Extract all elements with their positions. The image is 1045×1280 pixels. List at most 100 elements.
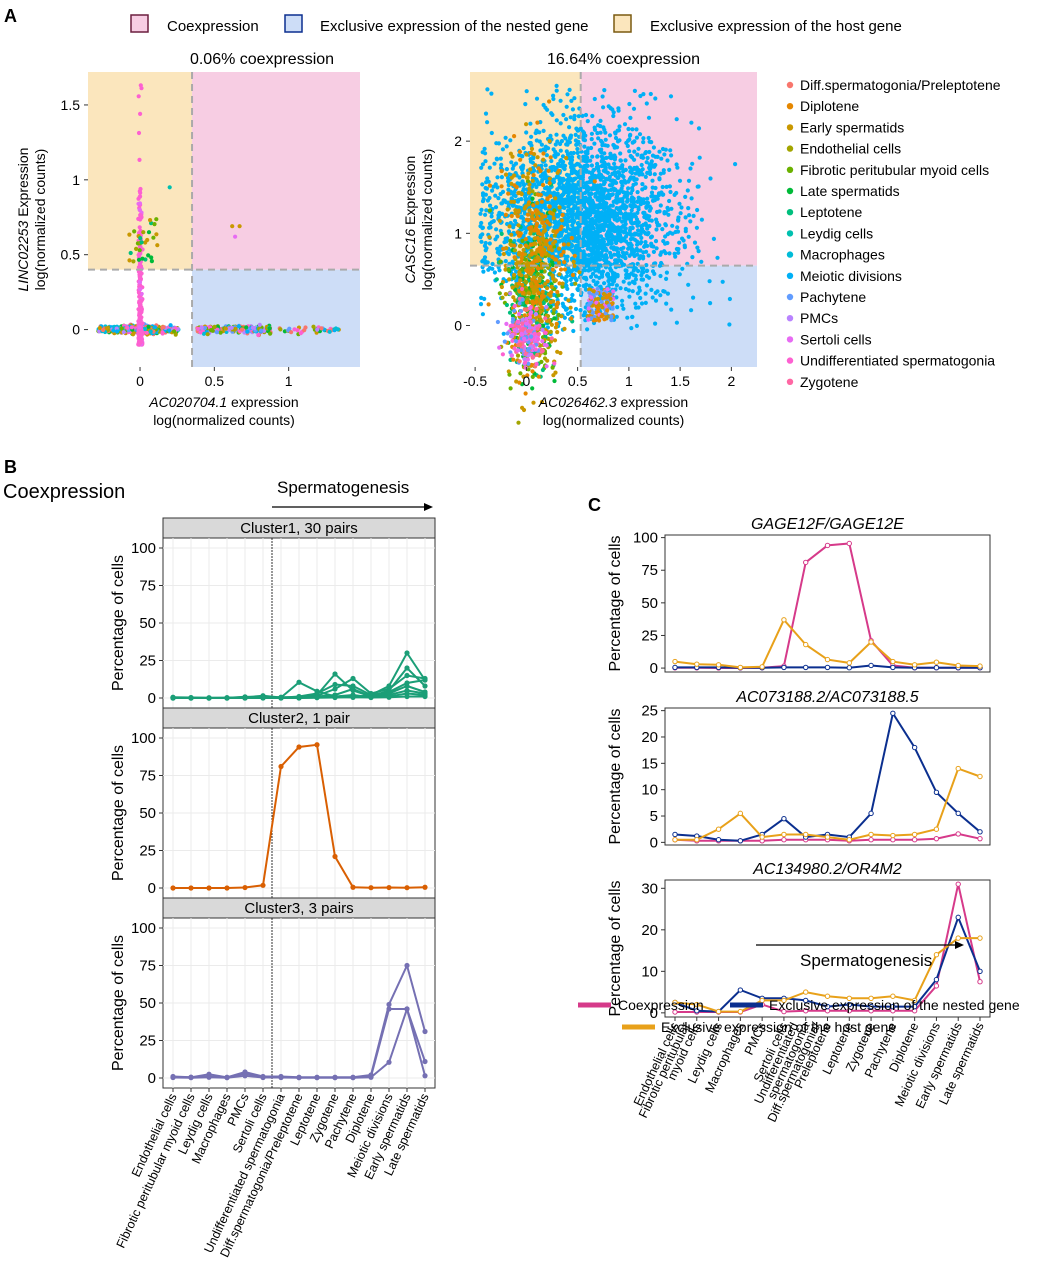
scatter-point: [136, 230, 142, 236]
scatter-point: [583, 226, 588, 231]
scatter-point: [558, 98, 563, 103]
scatter-point: [536, 204, 541, 209]
scatter-point: [519, 154, 525, 159]
scatter-point: [563, 235, 568, 240]
scatter-point: [523, 197, 528, 202]
scatter-point: [511, 272, 517, 278]
scatter-point: [695, 207, 700, 213]
scatter-point: [564, 172, 570, 177]
scatter-point: [677, 201, 682, 206]
scatter-point: [311, 324, 316, 329]
scatter-point: [536, 291, 541, 296]
scatter-point: [616, 254, 621, 259]
scatter-point: [566, 215, 571, 220]
scatter-point: [530, 251, 535, 256]
scatter-point: [533, 312, 539, 317]
scatter-point: [530, 374, 535, 379]
y-axis-label: LINC02253 Expression: [15, 148, 31, 292]
scatter-point: [495, 319, 500, 325]
scatter-point: [607, 196, 612, 201]
scatter-point: [520, 321, 525, 326]
scatter-point: [589, 137, 594, 142]
scatter-point: [129, 325, 134, 330]
scatter-point: [657, 176, 662, 181]
scatter-point: [576, 114, 581, 119]
scatter-point: [587, 195, 593, 200]
scatter-point: [137, 279, 142, 285]
scatter-point: [597, 227, 602, 232]
scatter-point: [139, 315, 144, 320]
scatter-point: [555, 187, 560, 192]
scatter-point: [586, 258, 591, 263]
scatter-point: [585, 246, 590, 251]
scatter-point: [516, 190, 522, 195]
scatter-point: [646, 253, 651, 258]
scatter-point: [535, 200, 540, 206]
scatter-point: [507, 172, 512, 177]
scatter-point: [542, 224, 547, 229]
scatter-point: [697, 155, 702, 160]
scatter-point: [627, 176, 633, 181]
scatter-point: [623, 167, 628, 172]
scatter-point: [544, 343, 549, 348]
scatter-point: [618, 151, 623, 156]
scatter-point: [138, 310, 143, 315]
scatter-point: [603, 143, 608, 148]
scatter-point: [635, 239, 640, 244]
scatter-point: [629, 220, 634, 225]
scatter-point: [643, 150, 649, 155]
scatter-point: [499, 284, 504, 290]
scatter-point: [643, 221, 648, 226]
scatter-point: [642, 244, 647, 249]
scatter-point: [512, 189, 517, 195]
scatter-point: [524, 274, 529, 279]
scatter-point: [539, 359, 544, 364]
scatter-point: [640, 167, 645, 172]
scatter-point: [635, 242, 640, 247]
scatter-point: [689, 120, 694, 125]
scatter-point: [537, 139, 542, 144]
scatter-point: [605, 287, 610, 292]
scatter-point: [549, 284, 554, 289]
scatter-point: [669, 307, 674, 312]
scatter-point: [327, 329, 332, 334]
scatter-point: [546, 168, 551, 173]
scatter-point: [696, 249, 701, 254]
scatter-point: [632, 165, 637, 171]
scatter-point: [629, 170, 635, 176]
scatter-point: [585, 148, 590, 154]
scatter-point: [137, 157, 142, 162]
scatter-point: [691, 213, 696, 218]
scatter-point: [537, 257, 543, 263]
scatter-point: [576, 287, 581, 292]
scatter-point: [667, 198, 672, 204]
scatter-point: [544, 364, 549, 369]
y-tick-label: 0: [72, 322, 80, 338]
scatter-point: [138, 111, 143, 116]
scatter-point: [573, 306, 579, 312]
scatter-point: [526, 217, 531, 222]
scatter-point: [230, 224, 235, 229]
scatter-point: [641, 136, 646, 141]
scatter-point: [639, 235, 644, 240]
scatter-point: [515, 353, 521, 358]
scatter-point: [545, 279, 550, 284]
scatter-point: [540, 177, 545, 182]
scatter-point: [136, 130, 142, 136]
scatter-point: [551, 93, 556, 98]
scatter-point: [590, 113, 595, 119]
scatter-point: [499, 184, 504, 189]
scatter-point: [605, 177, 610, 182]
scatter-point: [627, 281, 632, 286]
scatter-point: [561, 246, 566, 251]
scatter-point: [498, 259, 503, 264]
scatter-point: [540, 289, 545, 294]
scatter-point: [603, 246, 608, 251]
scatter-point: [137, 294, 142, 299]
scatter-point: [524, 152, 529, 157]
scatter-point: [541, 157, 546, 162]
scatter-point: [511, 134, 517, 139]
scatter-point: [649, 218, 654, 223]
scatter-point: [503, 292, 508, 297]
scatter-point: [151, 235, 156, 240]
